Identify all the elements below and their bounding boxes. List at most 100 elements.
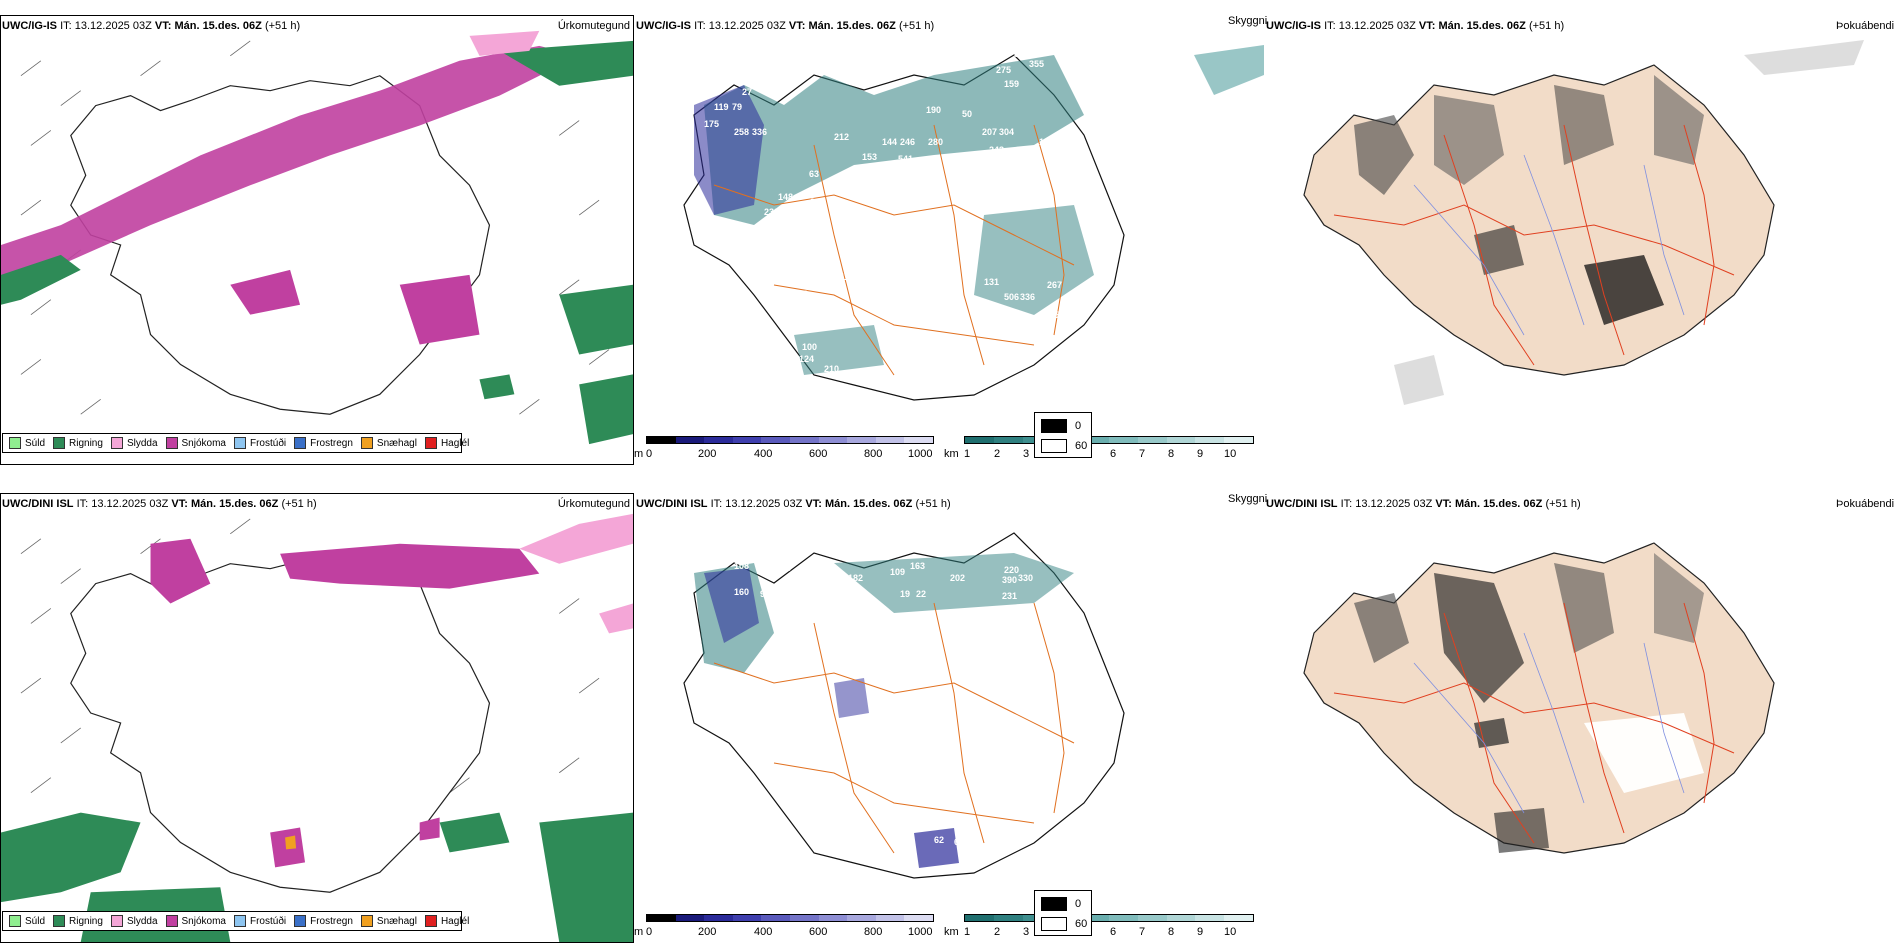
- ceiling-color-step: [875, 915, 905, 921]
- ceiling-value-label: 382: [874, 177, 889, 187]
- ceiling-value-label: 39: [1034, 347, 1044, 357]
- ceiling-value-label: 280: [928, 137, 943, 147]
- ceiling-tick: 1000: [908, 448, 933, 460]
- ceiling-value-label: 541: [898, 154, 913, 164]
- ceiling-colorbar: m 0 200 400 600 800 1000: [634, 436, 934, 462]
- ceiling-color-step: [761, 437, 790, 443]
- legend-item-slydda: Slydda: [110, 915, 158, 927]
- ceiling-value-label: 470: [952, 152, 967, 162]
- ceiling-color-step: [875, 437, 905, 443]
- panel-visibility-top: UWC/IG-IS IT: 13.12.2025 03Z VT: Mán. 15…: [634, 0, 1267, 470]
- ceiling-value-label: 190: [926, 105, 941, 115]
- ceiling-value-label: 134: [749, 242, 764, 252]
- ceiling-value-label: 303: [1014, 49, 1029, 59]
- legend-item-sudld: Súld: [9, 915, 45, 927]
- visibility-unit: km: [944, 926, 959, 938]
- legend-swatch: [360, 437, 373, 449]
- visibility-color-step: [965, 915, 994, 921]
- ceiling-color-step: [904, 915, 933, 921]
- ceiling-value-label: 133: [894, 257, 909, 267]
- ceiling-value-label: 246: [900, 137, 915, 147]
- legend-item-snjokoma: Snjókoma: [165, 915, 226, 927]
- ceiling-value-label: 275: [996, 65, 1011, 75]
- ceiling-value-label: 22: [916, 589, 926, 599]
- precip-map[interactable]: [0, 15, 634, 465]
- panel-type-label: Skyggni: [1228, 493, 1268, 505]
- ceiling-value-label: 93: [798, 289, 808, 299]
- ceiling-value-label: 400: [824, 382, 839, 392]
- ceiling-value-label: 207: [982, 127, 997, 137]
- visibility-color-step: [1195, 437, 1225, 443]
- panel-title: UWC/IG-IS IT: 13.12.2025 03Z VT: Mán. 15…: [2, 20, 301, 32]
- precip-map[interactable]: [0, 493, 634, 943]
- ceiling-value-label: 191: [794, 245, 809, 255]
- legend-item-snaehagl: Snæhagl: [360, 915, 417, 927]
- visibility-color-step: [1224, 437, 1253, 443]
- ceiling-value-label: 153: [862, 152, 877, 162]
- visibility-map[interactable]: 303 355 275 159 27 119 79 175 258 336 212 144 190 50 2…: [634, 35, 1264, 430]
- legend-item-frostudi: Frostúði: [233, 915, 286, 927]
- fog-legend-swatch: [1041, 419, 1067, 433]
- visibility-tick: 10: [1224, 448, 1237, 460]
- ceiling-value-label: 93: [758, 537, 768, 547]
- legend-swatch: [165, 915, 178, 927]
- ceiling-value-label: 400: [776, 239, 791, 249]
- ceiling-color-step: [789, 915, 819, 921]
- ceiling-value-label: 220: [1004, 565, 1019, 575]
- ceiling-color-step: [847, 437, 876, 443]
- fog-legend: 0 60: [1034, 890, 1092, 936]
- visibility-color-step: [1224, 915, 1253, 921]
- fog-map[interactable]: [1264, 513, 1900, 908]
- ceiling-value-label: 112: [926, 389, 941, 399]
- fog-legend-swatch: [1041, 439, 1067, 453]
- visibility-tick: 6: [1110, 926, 1117, 938]
- ceiling-value-label: 151: [834, 272, 849, 282]
- fog-legend-row: 60: [1041, 439, 1087, 453]
- legend-swatch: [233, 915, 246, 927]
- ceiling-value-label: 382: [802, 209, 817, 219]
- visibility-colorbar: km 1 2 3 4 5 6 7 8 9 10: [944, 436, 1254, 462]
- ceiling-value-label: 79: [732, 102, 742, 112]
- visibility-color-step: [1080, 915, 1109, 921]
- fog-legend: 0 60: [1034, 412, 1092, 458]
- legend-swatch: [53, 437, 66, 449]
- ceiling-value-label: 106: [1039, 137, 1054, 147]
- ceiling-color-step: [675, 437, 705, 443]
- panel-type-label: Úrkomutegund: [557, 498, 630, 510]
- visibility-color-step: [993, 437, 1023, 443]
- visibility-tick: 7: [1139, 926, 1146, 938]
- ceiling-tick: 600: [809, 926, 828, 938]
- ceiling-value-label: 390: [1002, 575, 1017, 585]
- fog-map[interactable]: [1264, 35, 1900, 430]
- visibility-map[interactable]: 105 93 358 220 108 204 133 182 109 163 202 390 330 23…: [634, 513, 1264, 908]
- ceiling-value-label: 355: [1029, 59, 1044, 69]
- legend-swatch: [53, 915, 66, 927]
- visibility-tick: 3: [1023, 448, 1030, 460]
- visibility-tick: 7: [1139, 448, 1146, 460]
- panel-type-label: Þokuábendi: [1836, 498, 1895, 510]
- legend-swatch: [294, 437, 307, 449]
- visibility-tick: 1: [964, 448, 971, 460]
- visibility-tick: 9: [1197, 448, 1204, 460]
- ceiling-value-label: 231: [1002, 591, 1017, 601]
- ceiling-value-label: 97: [916, 383, 926, 393]
- ceiling-colorbar: m 0 200 400 600 800 1000: [634, 914, 934, 940]
- ceiling-value-label: 60: [1029, 327, 1039, 337]
- visibility-color-step: [1137, 915, 1167, 921]
- ceiling-value-label: 282: [924, 155, 939, 165]
- ceiling-value-label: 119: [714, 102, 729, 112]
- ceiling-value-label: 19: [900, 589, 910, 599]
- ceiling-color-step: [675, 915, 705, 921]
- visibility-tick: 9: [1197, 926, 1204, 938]
- ceiling-tick: 200: [698, 448, 717, 460]
- ceiling-tick: 0: [646, 448, 653, 460]
- ceiling-color-step: [818, 915, 848, 921]
- ceiling-value-label: 56: [1054, 310, 1064, 320]
- legend-swatch: [9, 915, 21, 927]
- ceiling-value-label: 415: [884, 169, 899, 179]
- ceiling-unit: m: [634, 448, 644, 460]
- fog-legend-swatch: [1041, 917, 1067, 931]
- ceiling-value-label: 238: [764, 207, 779, 217]
- ceiling-value-label: 163: [910, 561, 925, 571]
- visibility-color-step: [1137, 437, 1167, 443]
